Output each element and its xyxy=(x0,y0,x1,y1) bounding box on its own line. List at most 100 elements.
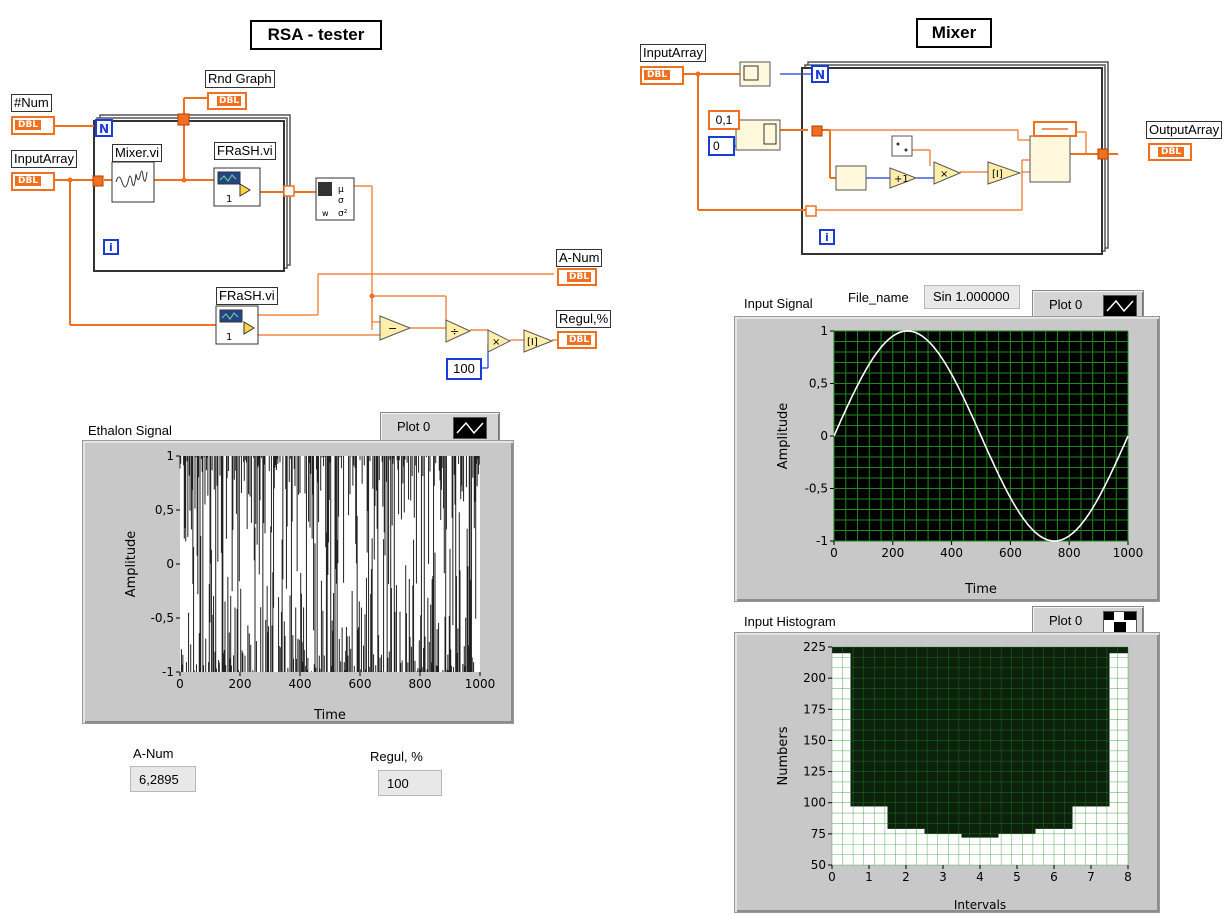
regul-indicator: 100 xyxy=(378,770,442,796)
ethalon-legend-label: Plot 0 xyxy=(397,419,431,434)
histogram-y-tick: 125 xyxy=(803,765,826,779)
mixer-vi-label: Mixer.vi xyxy=(112,144,163,162)
input-signal-series xyxy=(833,330,1129,542)
histogram-y-tick: 100 xyxy=(803,796,826,810)
svg-text:1: 1 xyxy=(226,194,232,205)
input-signal-legend-label: Plot 0 xyxy=(1049,297,1083,312)
svg-text:×: × xyxy=(492,337,500,348)
input-signal-legend[interactable]: Plot 0 xyxy=(1032,290,1144,320)
ethalon-x-tick: 800 xyxy=(409,677,432,691)
svg-text:+1: +1 xyxy=(894,174,909,185)
a-num-label: A-Num xyxy=(556,249,603,267)
rsa-tester-title: RSA - tester xyxy=(250,20,382,50)
histogram-x-tick: 4 xyxy=(976,870,984,884)
input-signal-ylabel: Amplitude xyxy=(776,403,791,470)
left-block-diagram: N i 1 μ σ w σ² 1 − ÷ × [I] xyxy=(52,97,558,369)
svg-text:i: i xyxy=(825,231,829,244)
input-signal-y-tick: 0 xyxy=(820,429,828,443)
input-signal-x-tick: 600 xyxy=(999,546,1022,560)
ethalon-x-tick: 600 xyxy=(349,677,372,691)
mixer-output-terminal[interactable]: DBL xyxy=(1148,143,1192,161)
histogram-xlabel: Intervals xyxy=(954,898,1006,912)
input-signal-xlabel: Time xyxy=(964,582,997,597)
file-name-label: File_name xyxy=(848,290,909,305)
svg-text:÷: ÷ xyxy=(450,325,459,338)
histogram-x-tick: 5 xyxy=(1013,870,1021,884)
left-loop-n: N xyxy=(99,122,109,136)
input-array-label: InputArray xyxy=(11,150,77,168)
histogram-plot-icon xyxy=(1103,611,1137,633)
input-signal-panel: 0 200 400 600 800 1000 1 0,5 0 -0,5 -1 Time Amplit… xyxy=(734,316,1160,602)
histogram-x-tick: 0 xyxy=(828,870,836,884)
regul-terminal[interactable]: DBL xyxy=(557,331,597,349)
svg-text:w: w xyxy=(322,209,329,218)
svg-text:σ²: σ² xyxy=(338,209,348,219)
mixer-title: Mixer xyxy=(916,18,992,48)
svg-text:[I]: [I] xyxy=(527,337,538,348)
histogram-ylabel: Numbers xyxy=(776,726,791,785)
svg-text:μ: μ xyxy=(338,185,344,195)
histogram-x-tick: 6 xyxy=(1050,870,1058,884)
svg-text:−: − xyxy=(388,322,397,335)
regul-label: Regul,% xyxy=(556,310,612,328)
input-signal-y-tick: -1 xyxy=(816,534,828,548)
input-array-terminal[interactable]: DBL xyxy=(11,172,55,191)
histogram-x-tick: 7 xyxy=(1087,870,1095,884)
svg-text:σ: σ xyxy=(338,196,344,206)
mixer-input-array-label: InputArray xyxy=(640,44,706,62)
ethalon-xlabel: Time xyxy=(313,708,346,723)
right-block-diagram: N i +1 × [I] xyxy=(676,61,1118,255)
input-signal-graph: 0 200 400 600 800 1000 1 0,5 0 -0,5 -1 Time Amplit… xyxy=(776,324,1144,597)
histogram-y-tick: 75 xyxy=(811,827,826,841)
input-histogram-legend[interactable]: Plot 0 xyxy=(1032,606,1144,636)
file-name-indicator: Sin 1.000000 xyxy=(924,285,1020,309)
histogram-x-tick: 2 xyxy=(902,870,910,884)
ethalon-y-tick: 0,5 xyxy=(155,503,174,517)
ethalon-x-tick: 400 xyxy=(289,677,312,691)
histogram-bar xyxy=(850,647,888,807)
input-signal-x-tick: 400 xyxy=(940,546,963,560)
input-signal-x-tick: 0 xyxy=(830,546,838,560)
input-signal-x-tick: 200 xyxy=(881,546,904,560)
input-signal-x-tick: 1000 xyxy=(1113,546,1144,560)
num-control-label: #Num xyxy=(11,94,52,112)
histogram-y-tick: 150 xyxy=(803,733,826,747)
svg-text:i: i xyxy=(109,241,113,254)
const-100[interactable]: 100 xyxy=(446,358,482,380)
input-histogram-panel: 0 1 2 3 4 5 6 7 8 225 200 175 150 125 100 75 50 Interval… xyxy=(734,632,1160,913)
const-0-1[interactable]: 0,1 xyxy=(708,110,740,130)
ethalon-y-tick: -0,5 xyxy=(151,611,174,625)
ethalon-y-tick: 0 xyxy=(166,557,174,571)
histogram-y-tick: 200 xyxy=(803,671,826,685)
ethalon-graph-panel: 0 200 400 600 800 1000 1 0,5 0 -0,5 -1 Time Amplit… xyxy=(82,440,514,724)
frash-vi-label-2: FRaSH.vi xyxy=(216,287,278,305)
num-terminal[interactable]: DBL xyxy=(11,116,55,135)
line-plot-icon xyxy=(1103,295,1137,317)
rnd-graph-label: Rnd Graph xyxy=(205,70,275,88)
histogram-bar xyxy=(832,647,851,654)
mixer-output-array-label: OutputArray xyxy=(1146,121,1223,139)
line-plot-icon xyxy=(453,417,487,439)
a-num-terminal[interactable]: DBL xyxy=(557,268,597,286)
input-histogram-title: Input Histogram xyxy=(744,614,836,629)
histogram-x-tick: 8 xyxy=(1124,870,1132,884)
input-signal-x-tick: 800 xyxy=(1058,546,1081,560)
histogram-x-tick: 3 xyxy=(939,870,947,884)
ethalon-graph: 0 200 400 600 800 1000 1 0,5 0 -0,5 -1 Time Amplit… xyxy=(124,449,495,723)
svg-text:N: N xyxy=(815,68,825,82)
ethalon-graph-title: Ethalon Signal xyxy=(88,423,172,438)
ethalon-y-tick: 1 xyxy=(166,449,174,463)
input-histogram-legend-label: Plot 0 xyxy=(1049,613,1083,628)
input-signal-y-tick: -0,5 xyxy=(805,482,828,496)
input-histogram-graph: 0 1 2 3 4 5 6 7 8 225 200 175 150 125 100 75 50 Interval… xyxy=(776,640,1132,912)
ethalon-x-tick: 0 xyxy=(176,677,184,691)
const-0[interactable]: 0 xyxy=(708,136,735,156)
rnd-graph-terminal[interactable]: DBL xyxy=(207,92,247,110)
input-signal-y-tick: 1 xyxy=(820,324,828,338)
histogram-bar xyxy=(1072,647,1110,807)
a-num-indicator-label: A-Num xyxy=(133,746,174,761)
ethalon-ylabel: Amplitude xyxy=(124,531,139,598)
ethalon-legend[interactable]: Plot 0 xyxy=(380,412,500,442)
ethalon-x-tick: 200 xyxy=(229,677,252,691)
mixer-input-terminal[interactable]: DBL xyxy=(640,66,684,85)
